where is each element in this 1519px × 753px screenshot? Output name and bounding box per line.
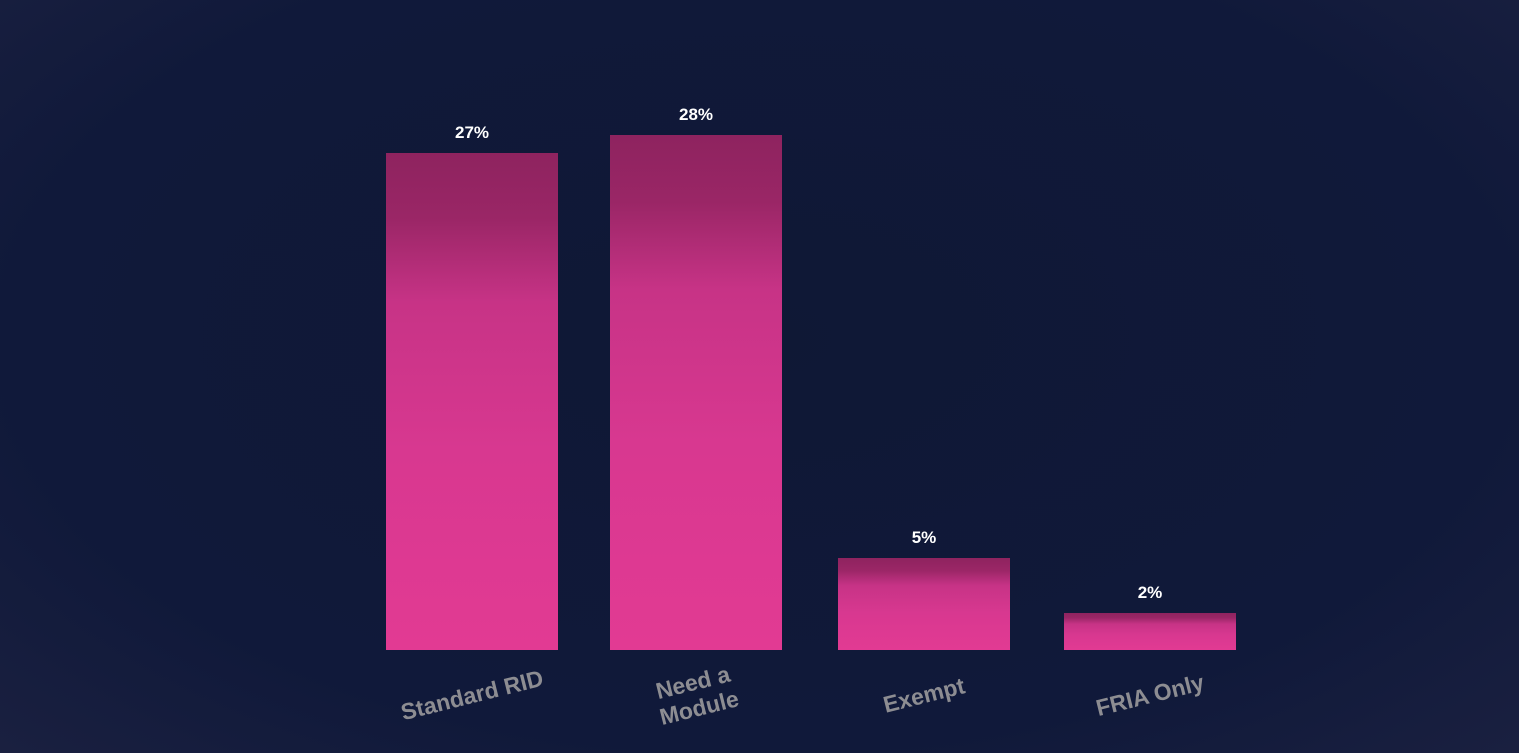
bar [1064,613,1236,650]
value-label: 2% [1137,583,1163,603]
bar [610,135,782,650]
bar [838,558,1010,650]
x-tick-label: FRIA Only [1093,669,1207,721]
value-label: 5% [911,528,937,548]
value-label: 27% [454,123,490,143]
value-label: 28% [678,105,714,124]
x-tick-label: Exempt [880,672,968,718]
x-tick-label: Need a Module [653,660,742,730]
bar [386,153,558,650]
x-tick-label: Standard RID [398,664,546,726]
